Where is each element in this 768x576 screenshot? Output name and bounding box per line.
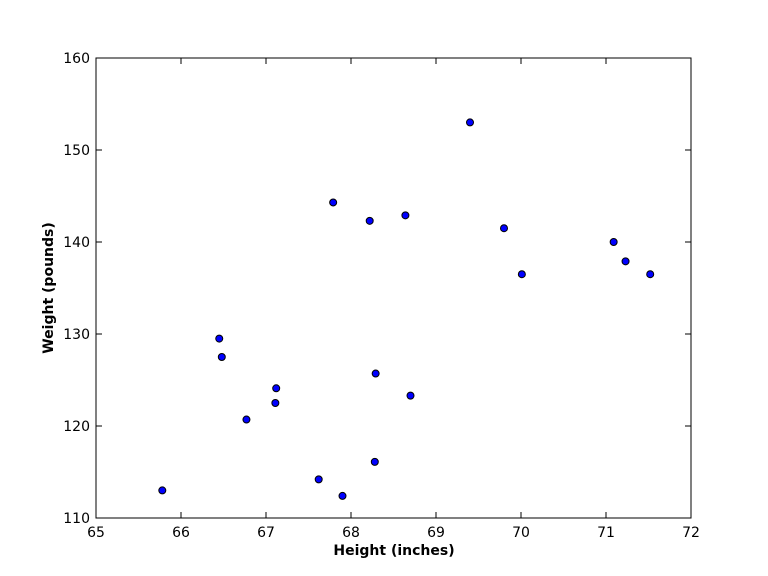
data-point xyxy=(158,486,167,495)
x-axis-ticks: 65 66 67 68 69 70 71 72 xyxy=(87,58,700,541)
data-point xyxy=(371,369,380,378)
data-point xyxy=(621,257,630,266)
y-tick-label: 120 xyxy=(63,419,90,435)
data-point xyxy=(406,391,415,400)
y-tick-label: 140 xyxy=(63,235,90,251)
y-axis-label: Weight (pounds) xyxy=(41,222,57,354)
y-tick-label: 150 xyxy=(63,143,90,159)
data-point xyxy=(517,270,526,279)
data-points xyxy=(158,118,655,500)
data-point xyxy=(401,211,410,220)
x-tick-label: 71 xyxy=(597,525,615,541)
x-tick-label: 70 xyxy=(512,525,530,541)
data-point xyxy=(314,475,323,484)
x-tick-label: 65 xyxy=(87,525,105,541)
data-point xyxy=(646,270,655,279)
data-point xyxy=(215,334,224,343)
x-tick-label: 66 xyxy=(172,525,190,541)
data-point xyxy=(271,399,280,407)
y-tick-label: 110 xyxy=(63,511,90,527)
data-point xyxy=(329,198,338,207)
data-point xyxy=(272,384,281,393)
data-point xyxy=(338,491,347,500)
data-point xyxy=(466,118,474,127)
y-axis-ticks: 110 120 130 140 150 160 xyxy=(63,51,691,527)
plot-frame xyxy=(95,57,692,519)
data-point xyxy=(500,224,508,233)
x-tick-label: 67 xyxy=(257,525,275,541)
x-tick-label: 68 xyxy=(342,525,360,541)
x-axis-label: Height (inches) xyxy=(333,543,454,559)
y-tick-label: 130 xyxy=(63,327,90,343)
x-tick-label: 69 xyxy=(427,525,445,541)
plot-area xyxy=(95,57,692,519)
y-tick-label: 160 xyxy=(63,51,90,67)
data-point xyxy=(609,238,618,246)
x-tick-label: 72 xyxy=(682,525,700,541)
data-point xyxy=(217,353,226,361)
data-point xyxy=(370,457,379,466)
data-point xyxy=(365,216,374,225)
data-point xyxy=(242,415,251,424)
